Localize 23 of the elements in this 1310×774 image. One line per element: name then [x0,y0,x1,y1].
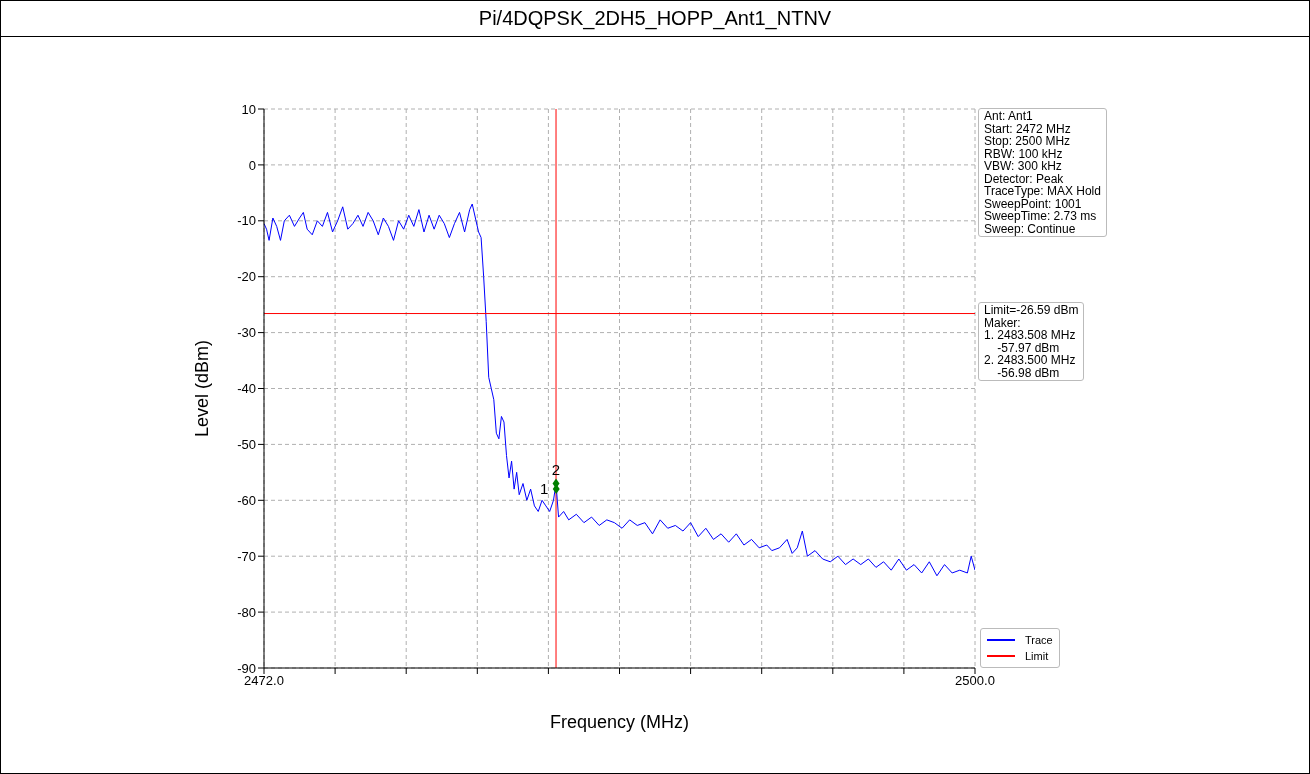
chart-title: Pi/4DQPSK_2DH5_HOPP_Ant1_NTNV [0,0,1310,37]
line-series [264,203,975,577]
y-tick-label: -70 [237,548,256,564]
text: Limit=-26.59 dBm Maker: 1. 2483.508 MHz -57.97 dBm 2. 2483.500 MHz -56.98 dBm [978,302,1085,381]
y-tick-label: -40 [237,381,256,397]
y-tick-label: -60 [237,492,256,508]
y-tick-label: -80 [237,604,256,620]
y-tick-label: -30 [237,325,256,341]
x-tick-label: 2500.0 [955,673,995,689]
x-tick-label: 2472.0 [244,673,284,689]
x-axis-title: Frequency (MHz) [549,712,690,732]
y-tick-label: -50 [237,437,256,453]
y-axis-title: Level (dBm) [192,339,213,438]
y-tick-label: -90 [237,660,256,676]
y-tick-label: 10 [241,101,256,117]
text: Ant: Ant1 Start: 2472 MHz Stop: 2500 MHz RBW: 100 kHz VBW: 300 kHz Detector: Peak TraceType: MAX Hold SweepPoint: 1001 SweepTime: 2.73 ms Sweep: Continue [984,109,1101,236]
legend-label: Trace [1025,633,1053,648]
annotation: 1 [539,480,549,498]
legend-label: Limit [1025,649,1049,664]
annotation: 2 [551,461,561,479]
y-tick-label: -20 [237,269,256,285]
y-tick-label: -10 [237,213,256,229]
y-tick-label: 0 [248,157,256,173]
